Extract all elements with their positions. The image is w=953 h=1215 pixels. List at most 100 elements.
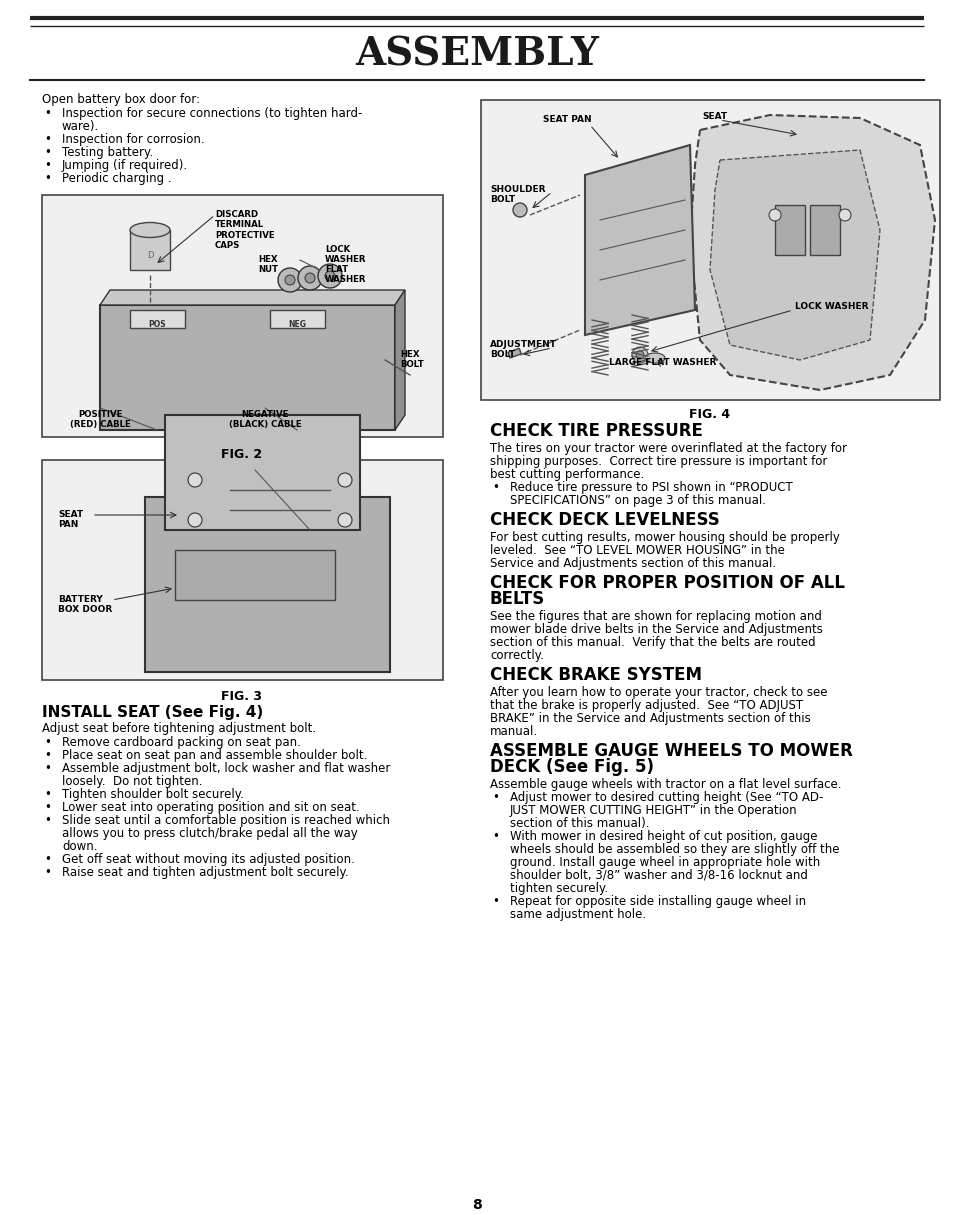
Text: POS: POS (148, 320, 166, 329)
Circle shape (337, 513, 352, 527)
Text: D: D (147, 250, 153, 260)
Bar (507, 349, 520, 358)
Ellipse shape (644, 354, 664, 363)
Bar (42, 460, 442, 680)
Circle shape (188, 473, 202, 487)
Text: FIG. 4: FIG. 4 (689, 408, 730, 422)
Text: allows you to press clutch/brake pedal all the way: allows you to press clutch/brake pedal a… (62, 827, 357, 840)
Text: 8: 8 (472, 1198, 481, 1213)
Text: •: • (45, 748, 51, 762)
Text: LOCK WASHER: LOCK WASHER (794, 303, 867, 311)
Text: section of this manual).: section of this manual). (510, 816, 649, 830)
Text: FIG. 3: FIG. 3 (221, 690, 262, 703)
Bar (270, 310, 325, 328)
Text: INSTALL SEAT (See Fig. 4): INSTALL SEAT (See Fig. 4) (42, 705, 263, 720)
Polygon shape (709, 149, 879, 360)
Text: LARGE FLAT WASHER: LARGE FLAT WASHER (609, 358, 716, 367)
Text: JUST MOWER CUTTING HEIGHT” in the Operation: JUST MOWER CUTTING HEIGHT” in the Operat… (510, 804, 797, 816)
Text: Adjust mower to desired cutting height (See “TO AD-: Adjust mower to desired cutting height (… (510, 791, 822, 804)
Text: SEAT PAN: SEAT PAN (542, 115, 591, 124)
Text: Jumping (if required).: Jumping (if required). (62, 159, 188, 173)
Polygon shape (689, 115, 934, 390)
Text: ASSEMBLE GAUGE WHEELS TO MOWER: ASSEMBLE GAUGE WHEELS TO MOWER (490, 742, 852, 761)
Text: HEX
BOLT: HEX BOLT (399, 350, 423, 369)
Circle shape (277, 269, 302, 292)
Text: leveled.  See “TO LEVEL MOWER HOUSING” in the: leveled. See “TO LEVEL MOWER HOUSING” in… (490, 544, 784, 556)
Circle shape (317, 264, 341, 288)
Text: •: • (45, 801, 51, 814)
Text: mower blade drive belts in the Service and Adjustments: mower blade drive belts in the Service a… (490, 623, 822, 635)
Text: section of this manual.  Verify that the belts are routed: section of this manual. Verify that the … (490, 635, 815, 649)
Text: •: • (492, 481, 499, 495)
Text: •: • (45, 146, 51, 159)
Text: CHECK BRAKE SYSTEM: CHECK BRAKE SYSTEM (490, 666, 701, 684)
Text: Adjust seat before tightening adjustment bolt.: Adjust seat before tightening adjustment… (42, 722, 315, 735)
Text: POSITIVE
(RED) CABLE: POSITIVE (RED) CABLE (70, 409, 131, 429)
Text: NEGATIVE
(BLACK) CABLE: NEGATIVE (BLACK) CABLE (229, 409, 301, 429)
Text: shipping purposes.  Correct tire pressure is important for: shipping purposes. Correct tire pressure… (490, 454, 826, 468)
Text: NEG: NEG (288, 320, 306, 329)
Text: CHECK FOR PROPER POSITION OF ALL: CHECK FOR PROPER POSITION OF ALL (490, 573, 844, 592)
Text: Slide seat until a comfortable position is reached which: Slide seat until a comfortable position … (62, 814, 390, 827)
Text: HEX
NUT: HEX NUT (257, 255, 277, 275)
Text: loosely.  Do not tighten.: loosely. Do not tighten. (62, 775, 202, 789)
Text: Reduce tire pressure to PSI shown in “PRODUCT: Reduce tire pressure to PSI shown in “PR… (510, 481, 792, 495)
Text: •: • (45, 866, 51, 878)
Text: correctly.: correctly. (490, 649, 543, 662)
Text: Open battery box door for:: Open battery box door for: (42, 94, 200, 106)
Polygon shape (584, 145, 695, 335)
Text: Place seat on seat pan and assemble shoulder bolt.: Place seat on seat pan and assemble shou… (62, 748, 367, 762)
Circle shape (305, 273, 314, 283)
Text: ware).: ware). (62, 120, 99, 132)
Text: •: • (492, 895, 499, 908)
Text: Assemble gauge wheels with tractor on a flat level surface.: Assemble gauge wheels with tractor on a … (490, 778, 841, 791)
Text: •: • (45, 173, 51, 185)
Text: •: • (45, 107, 51, 120)
Text: •: • (492, 791, 499, 804)
Text: CHECK TIRE PRESSURE: CHECK TIRE PRESSURE (490, 422, 702, 440)
Text: Service and Adjustments section of this manual.: Service and Adjustments section of this … (490, 556, 776, 570)
Text: FIG. 2: FIG. 2 (221, 448, 262, 460)
Circle shape (513, 203, 526, 217)
Text: shoulder bolt, 3/8” washer and 3/8-16 locknut and: shoulder bolt, 3/8” washer and 3/8-16 lo… (510, 869, 807, 882)
Polygon shape (130, 230, 170, 270)
Text: Repeat for opposite side installing gauge wheel in: Repeat for opposite side installing gaug… (510, 895, 805, 908)
Text: best cutting performance.: best cutting performance. (490, 468, 643, 481)
Text: Inspection for corrosion.: Inspection for corrosion. (62, 132, 204, 146)
Text: •: • (45, 814, 51, 827)
Text: BRAKE” in the Service and Adjustments section of this: BRAKE” in the Service and Adjustments se… (490, 712, 810, 725)
Text: •: • (45, 736, 51, 748)
Text: ground. Install gauge wheel in appropriate hole with: ground. Install gauge wheel in appropria… (510, 857, 820, 869)
Text: Raise seat and tighten adjustment bolt securely.: Raise seat and tighten adjustment bolt s… (62, 866, 348, 878)
Text: CHECK DECK LEVELNESS: CHECK DECK LEVELNESS (490, 512, 719, 529)
Bar (165, 416, 359, 530)
Text: BELTS: BELTS (490, 590, 545, 608)
Ellipse shape (130, 222, 170, 237)
Circle shape (285, 275, 294, 286)
Text: The tires on your tractor were overinflated at the factory for: The tires on your tractor were overinfla… (490, 442, 846, 454)
Text: SEAT: SEAT (701, 112, 727, 122)
Text: SHOULDER
BOLT: SHOULDER BOLT (490, 185, 545, 204)
Circle shape (337, 473, 352, 487)
Circle shape (636, 351, 643, 358)
Text: Lower seat into operating position and sit on seat.: Lower seat into operating position and s… (62, 801, 359, 814)
Text: Inspection for secure connections (to tighten hard-: Inspection for secure connections (to ti… (62, 107, 362, 120)
Text: wheels should be assembled so they are slightly off the: wheels should be assembled so they are s… (510, 843, 839, 857)
Text: •: • (45, 159, 51, 173)
Text: BATTERY
BOX DOOR: BATTERY BOX DOOR (58, 595, 112, 615)
Text: same adjustment hole.: same adjustment hole. (510, 908, 645, 921)
Bar (774, 205, 804, 255)
Circle shape (768, 209, 781, 221)
Text: manual.: manual. (490, 725, 537, 738)
Text: DECK (See Fig. 5): DECK (See Fig. 5) (490, 758, 654, 776)
Bar (809, 205, 840, 255)
Text: ADJUSTMENT
BOLT: ADJUSTMENT BOLT (490, 340, 557, 360)
Text: Testing battery.: Testing battery. (62, 146, 153, 159)
Text: •: • (492, 830, 499, 843)
Bar (42, 194, 442, 437)
Circle shape (838, 209, 850, 221)
Text: •: • (45, 762, 51, 775)
Text: •: • (45, 853, 51, 866)
Text: For best cutting results, mower housing should be properly: For best cutting results, mower housing … (490, 531, 839, 544)
Bar (174, 550, 335, 600)
